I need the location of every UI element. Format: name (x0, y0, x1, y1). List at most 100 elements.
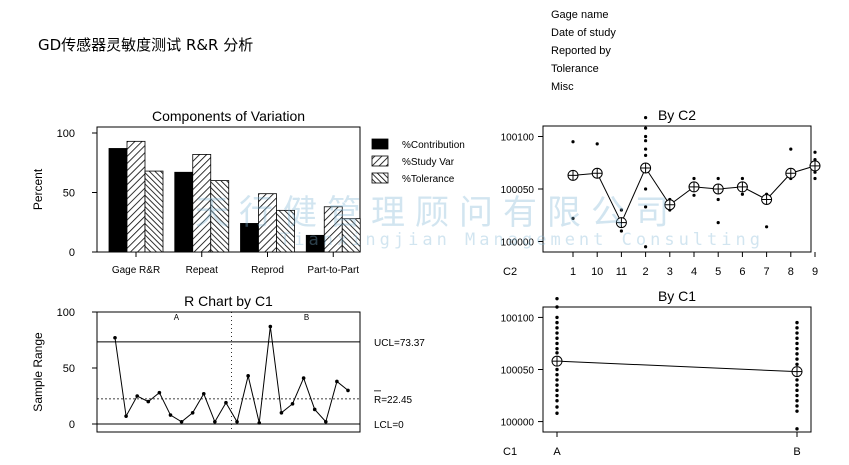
data-point (795, 427, 799, 431)
data-point (571, 140, 575, 144)
bar-pct-study-var (258, 193, 277, 253)
range-point (335, 379, 339, 384)
data-point (716, 176, 720, 181)
gage-info-name: Gage name (551, 9, 609, 21)
data-point (555, 315, 559, 320)
bar-pct-study-var (126, 140, 146, 253)
data-point (795, 393, 799, 398)
group-label: B (304, 313, 309, 322)
bar-pct-tolerance (210, 180, 230, 253)
x-tick-label: 1 (570, 266, 576, 278)
gage-info-misc: Misc (551, 81, 574, 93)
data-point (789, 147, 793, 151)
range-line (114, 326, 349, 424)
x-tick-label: 8 (788, 266, 794, 278)
y-tick-label: 100050 (501, 185, 535, 196)
data-point (795, 331, 799, 335)
data-point (644, 116, 648, 120)
data-point (555, 378, 559, 382)
range-point (257, 421, 262, 425)
range-point (224, 400, 228, 405)
data-point (555, 367, 559, 372)
mean-line (556, 360, 798, 373)
data-point (555, 411, 559, 415)
chart-title: Components of Variation (152, 108, 305, 124)
data-point (555, 346, 559, 351)
bar-pct-study-var (192, 154, 212, 253)
data-point (619, 229, 624, 233)
data-point (555, 351, 559, 355)
data-point (795, 320, 799, 325)
x-tick-label: Gage R&R (112, 265, 160, 276)
x-tick-label: Part-to-Part (307, 265, 359, 276)
chart-title: By C1 (658, 288, 696, 304)
bar-pct-contribution (108, 148, 128, 253)
lcl-label: LCL=0 (374, 420, 404, 431)
data-point (555, 336, 559, 340)
y-tick-label: 100 (57, 307, 75, 319)
range-point (213, 419, 217, 424)
y-tick-label: 0 (69, 247, 75, 259)
x-tick-label: 4 (691, 266, 697, 278)
x-axis-label: C2 (503, 266, 517, 278)
gage-info: Gage name Date of study Reported by Tole… (551, 6, 616, 96)
y-tick-label: 100000 (501, 238, 535, 249)
legend-swatch (371, 138, 389, 150)
data-point (716, 197, 720, 202)
y-tick-label: 100 (57, 128, 75, 140)
legend-swatch (371, 172, 389, 184)
y-tick-label: 100100 (501, 313, 535, 324)
y-tick-label: 0 (69, 419, 75, 431)
bar-pct-contribution (174, 171, 194, 253)
x-axis-label: C1 (503, 446, 517, 458)
y-axis-label: Sample Range (31, 332, 45, 412)
chart-title: By C2 (658, 107, 696, 123)
data-point (644, 126, 648, 130)
data-point (765, 225, 769, 229)
data-point (644, 153, 648, 157)
data-point (555, 393, 559, 398)
data-point (795, 357, 799, 361)
data-point (795, 404, 799, 408)
bar-pct-tolerance (341, 218, 361, 253)
by-c2-chart: By C2 C2 100000 100050 100100 1 10 11 2 3 4 5 6 7 8 9 (501, 107, 821, 278)
x-tick-label: B (793, 446, 800, 458)
data-point (644, 147, 648, 151)
data-point (795, 352, 799, 356)
x-tick-label: 5 (715, 266, 721, 278)
range-point (135, 394, 139, 398)
gage-info-date: Date of study (551, 27, 616, 39)
data-point (555, 341, 559, 346)
range-point (246, 374, 250, 378)
data-point (644, 245, 648, 249)
data-point (795, 336, 799, 340)
range-point (124, 414, 128, 418)
data-point (692, 193, 696, 197)
x-tick-label: Repeat (186, 265, 218, 276)
x-tick-label: A (553, 446, 561, 458)
by-c1-chart: By C1 C1 100000 100050 100100 A B (501, 288, 812, 458)
x-tick-label: 6 (739, 266, 745, 278)
gage-info-tolerance: Tolerance (551, 63, 599, 75)
data-point (644, 205, 648, 209)
x-tick-label: 2 (643, 266, 649, 278)
legend-label: %Study Var (402, 157, 455, 168)
y-tick-label: 50 (63, 188, 75, 200)
range-point (312, 407, 317, 412)
components-of-variation-chart: Components of Variation Percent 0 50 100 Gage… (31, 108, 465, 276)
plot-frame (542, 306, 812, 433)
data-point (795, 378, 799, 382)
data-point (555, 305, 559, 309)
ucl-label: UCL=73.37 (374, 338, 425, 349)
data-point (555, 399, 559, 403)
data-point (555, 388, 559, 393)
range-point (324, 419, 328, 424)
bar-pct-study-var (323, 206, 343, 253)
y-tick-label: 100100 (501, 133, 535, 144)
range-point (268, 324, 273, 329)
data-point (644, 139, 648, 143)
range-point (235, 419, 239, 424)
y-tick-label: 100000 (501, 418, 535, 429)
data-point (555, 405, 559, 409)
